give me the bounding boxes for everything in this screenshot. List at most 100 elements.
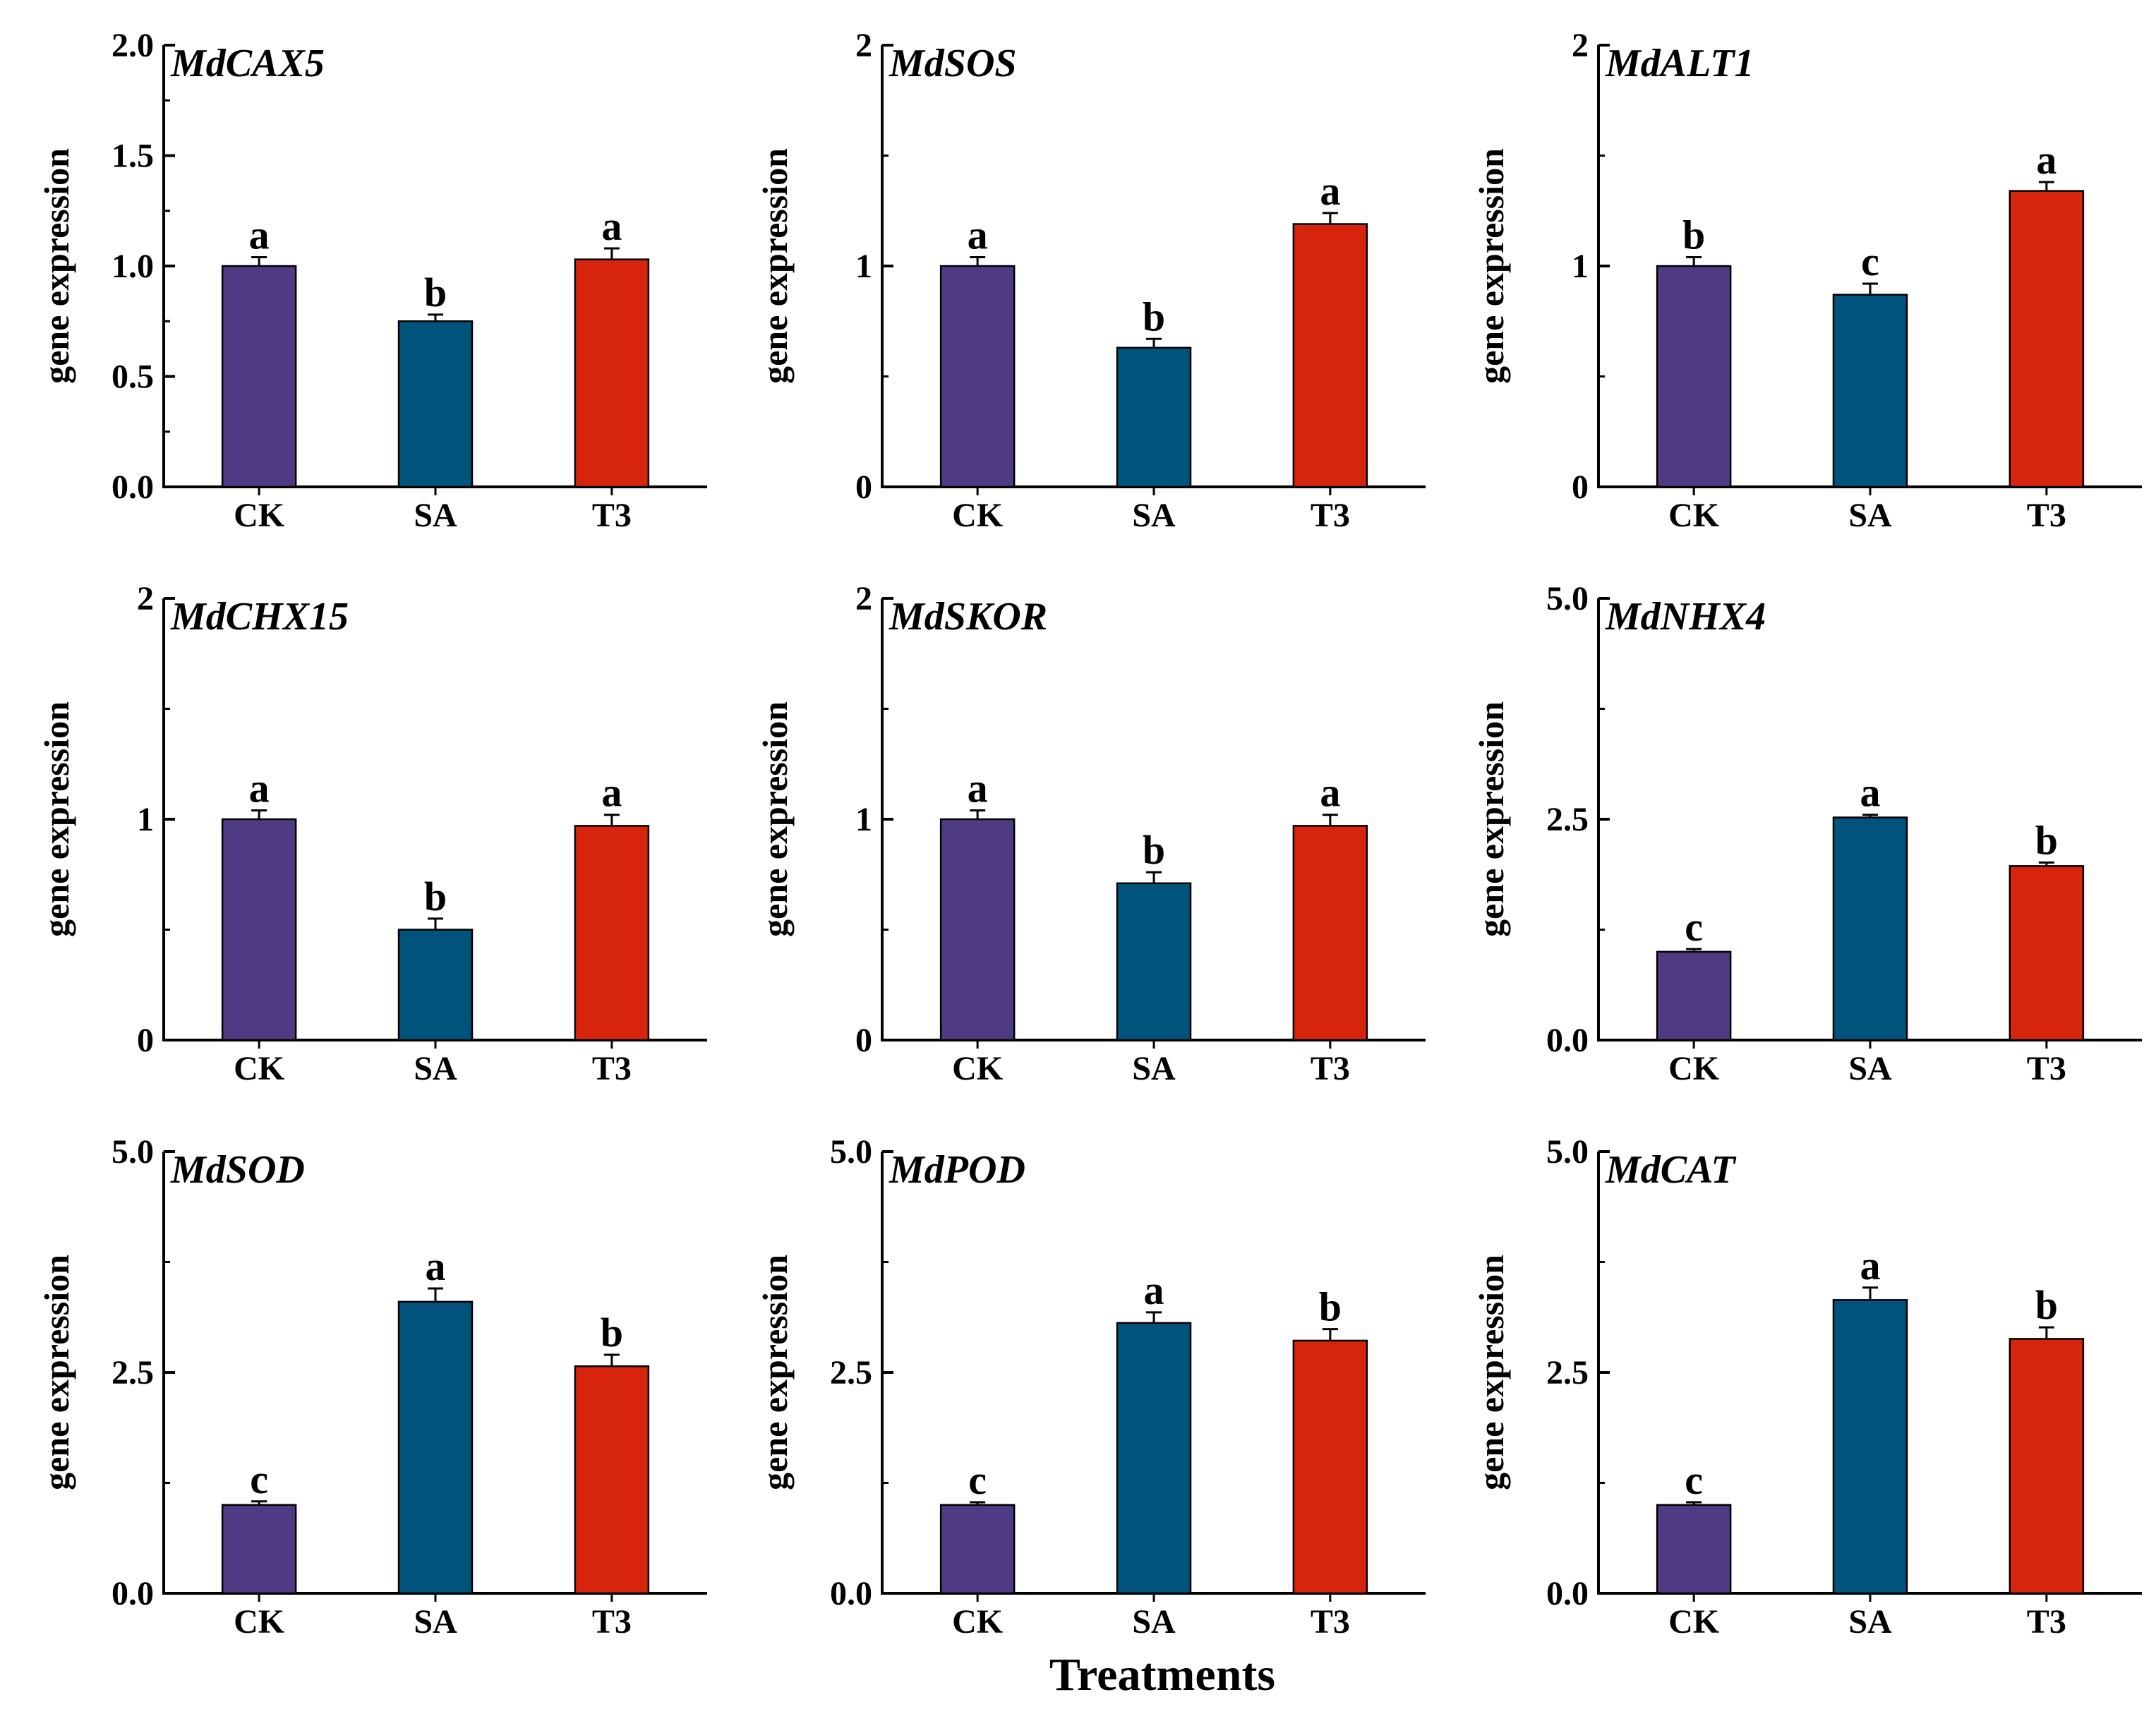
- gene-title: MdNHX4: [1605, 595, 1766, 639]
- bar-SA: [1117, 348, 1191, 487]
- x-tick-label-CK: CK: [952, 1603, 1003, 1641]
- y-tick-label: 0.0: [112, 469, 154, 506]
- x-tick-label-SA: SA: [1848, 1050, 1892, 1087]
- chart-panel-MdCAX5: 0.0 0.5 1.0 1.5 2.0 gene expression MdCAX5 a CK b…: [37, 27, 707, 534]
- significance-letter-T3: b: [1319, 1284, 1342, 1330]
- y-axis-label: gene expression: [37, 148, 76, 384]
- significance-letter-CK: a: [249, 765, 270, 811]
- y-tick-label: 2: [855, 27, 872, 64]
- bar-SA: [1117, 883, 1191, 1040]
- x-tick-label-CK: CK: [952, 497, 1003, 534]
- chart-panel-MdSKOR: 0 1 2 gene expression MdSKOR a CK b SA a T3: [755, 580, 1426, 1087]
- x-tick-label-CK: CK: [1668, 1050, 1719, 1087]
- significance-letter-CK: c: [1685, 904, 1703, 950]
- y-tick-label: 2: [855, 580, 872, 617]
- significance-letter-SA: a: [1860, 770, 1881, 816]
- bar-SA: [1833, 295, 1907, 487]
- bar-CK: [941, 266, 1014, 487]
- x-tick-label-CK: CK: [1668, 1603, 1719, 1641]
- bar-CK: [222, 266, 296, 487]
- y-tick-label: 2: [137, 580, 154, 617]
- y-tick-label: 2: [1572, 27, 1589, 64]
- significance-letter-T3: a: [1320, 770, 1340, 816]
- y-axis-label: gene expression: [1471, 148, 1511, 384]
- bar-T3: [575, 260, 649, 487]
- x-tick-label-T3: T3: [2027, 497, 2066, 534]
- x-tick-label-SA: SA: [414, 497, 457, 534]
- significance-letter-SA: c: [1861, 238, 1879, 284]
- y-axis-label: gene expression: [37, 1255, 76, 1490]
- panels: 0.0 0.5 1.0 1.5 2.0 gene expression MdCAX5 a CK b…: [37, 27, 2142, 1641]
- chart-panel-MdALT1: 0 1 2 gene expression MdALT1 b CK c SA a T3: [1471, 27, 2142, 534]
- bar-CK: [222, 819, 296, 1040]
- y-tick-label: 0: [855, 1022, 872, 1059]
- significance-letter-CK: a: [968, 765, 988, 811]
- chart-panel-MdCHX15: 0 1 2 gene expression MdCHX15 a CK b SA a T3: [37, 580, 707, 1087]
- bar-SA: [399, 321, 472, 487]
- significance-letter-T3: a: [2036, 137, 2056, 183]
- y-tick-label: 0: [137, 1022, 154, 1059]
- gene-title: MdCAT: [1605, 1148, 1737, 1192]
- bar-CK: [1657, 1505, 1730, 1593]
- y-tick-label: 0.0: [830, 1575, 872, 1612]
- x-tick-label-T3: T3: [1311, 1603, 1350, 1641]
- y-tick-label: 0.0: [1546, 1022, 1589, 1059]
- y-tick-label: 0.0: [112, 1575, 154, 1612]
- y-tick-label: 2.5: [1546, 801, 1589, 838]
- x-tick-label-T3: T3: [592, 497, 632, 534]
- bar-T3: [2010, 1339, 2083, 1593]
- gene-title: MdSOD: [170, 1148, 305, 1192]
- significance-letter-SA: a: [1860, 1243, 1881, 1288]
- x-tick-label-T3: T3: [1311, 1050, 1350, 1087]
- chart-panel-MdNHX4: 0.0 2.5 5.0 gene expression MdNHX4 c CK a SA b T3: [1471, 580, 2142, 1087]
- x-tick-label-CK: CK: [234, 497, 284, 534]
- y-axis-label: gene expression: [1471, 701, 1511, 937]
- y-axis-label: gene expression: [755, 1255, 795, 1490]
- figure: 0.00.51.01.52.0gene expressionMdCAX5aCKb…: [0, 0, 2156, 1709]
- bar-CK: [222, 1505, 296, 1593]
- gene-title: MdSOS: [889, 42, 1017, 85]
- y-tick-label: 2.0: [112, 27, 154, 64]
- chart-panel-MdSOS: 0 1 2 gene expression MdSOS a CK b SA a T3: [755, 27, 1426, 534]
- bar-SA: [399, 930, 472, 1041]
- y-tick-label: 5.0: [1546, 1133, 1589, 1171]
- y-tick-label: 2.5: [1546, 1354, 1589, 1391]
- gene-title: MdPOD: [889, 1148, 1025, 1192]
- bar-T3: [575, 826, 649, 1040]
- chart-panel-MdCAT: 0.0 2.5 5.0 gene expression MdCAT c CK a SA b T3: [1471, 1133, 2142, 1641]
- y-tick-label: 1: [855, 248, 872, 285]
- bar-T3: [2010, 866, 2083, 1040]
- bar-T3: [575, 1366, 649, 1593]
- significance-letter-SA: b: [1143, 827, 1165, 873]
- significance-letter-SA: b: [1143, 294, 1165, 339]
- x-tick-label-CK: CK: [1668, 497, 1719, 534]
- significance-letter-SA: a: [1144, 1267, 1164, 1313]
- y-tick-label: 1: [855, 801, 872, 838]
- gene-title: MdCHX15: [170, 595, 349, 639]
- bar-CK: [941, 1505, 1014, 1593]
- significance-letter-CK: c: [1685, 1457, 1703, 1503]
- bar-T3: [1294, 224, 1367, 487]
- y-tick-label: 0.0: [1546, 1575, 1589, 1612]
- y-axis-label: gene expression: [755, 148, 795, 384]
- bar-CK: [1657, 952, 1730, 1040]
- significance-letter-T3: a: [1320, 168, 1340, 214]
- significance-letter-CK: a: [249, 212, 270, 258]
- y-axis-label: gene expression: [37, 701, 76, 937]
- bar-T3: [1294, 1341, 1367, 1593]
- significance-letter-SA: a: [426, 1243, 446, 1289]
- x-tick-label-T3: T3: [2027, 1050, 2066, 1087]
- y-tick-label: 5.0: [112, 1133, 154, 1171]
- significance-letter-T3: b: [2035, 817, 2058, 863]
- y-tick-label: 2.5: [112, 1354, 154, 1391]
- x-tick-label-T3: T3: [1311, 497, 1350, 534]
- x-tick-label-SA: SA: [414, 1603, 457, 1641]
- x-tick-label-SA: SA: [1848, 497, 1892, 534]
- x-tick-label-T3: T3: [592, 1050, 632, 1087]
- significance-letter-CK: b: [1682, 212, 1705, 258]
- x-tick-label-SA: SA: [1132, 1050, 1176, 1087]
- x-tick-label-SA: SA: [1848, 1603, 1892, 1641]
- y-tick-label: 1: [137, 801, 154, 838]
- x-tick-label-T3: T3: [592, 1603, 632, 1641]
- y-tick-label: 5.0: [830, 1133, 872, 1171]
